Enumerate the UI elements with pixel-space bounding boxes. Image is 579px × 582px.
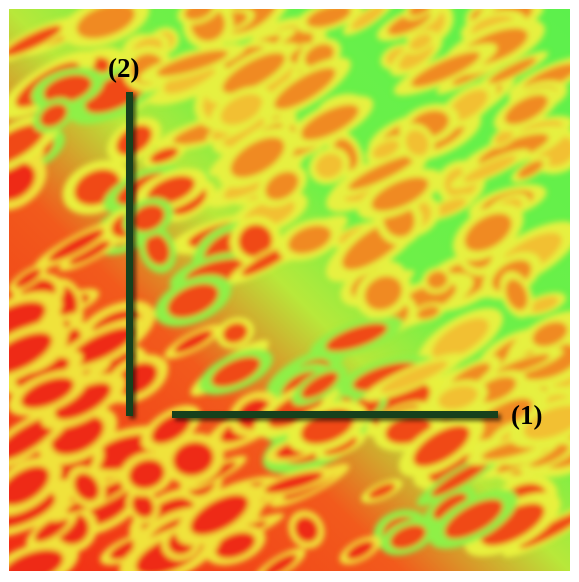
- line-2: [126, 92, 133, 416]
- label-2: (2): [108, 53, 139, 83]
- line-1: [172, 411, 498, 418]
- label-1: (1): [511, 400, 542, 430]
- annotated-heatmap: (1) (2): [0, 0, 579, 582]
- page: (1) (2) (() => { const data = JSON.parse…: [0, 0, 579, 582]
